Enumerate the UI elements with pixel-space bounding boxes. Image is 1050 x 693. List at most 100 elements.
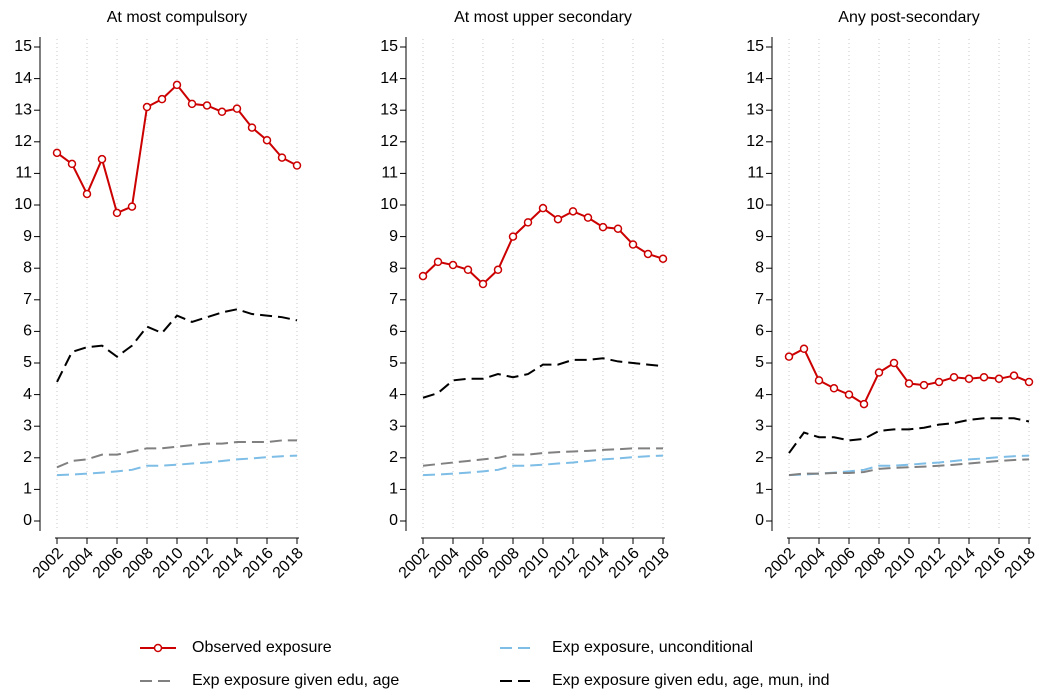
series-line — [56, 439, 297, 469]
series-line — [56, 454, 298, 477]
point — [277, 153, 287, 162]
y-tick-label: 15 — [380, 38, 398, 55]
y-tick-label: 9 — [755, 228, 764, 245]
point — [508, 232, 518, 241]
point — [598, 222, 608, 232]
x-tick-label: 2004 — [792, 545, 829, 582]
x-tick-label: 2008 — [486, 545, 523, 582]
point — [553, 214, 563, 224]
y-tick-label: 1 — [23, 481, 32, 498]
series-line — [788, 454, 1030, 477]
y-tick-label: 6 — [755, 323, 764, 340]
x-tick-label: 2008 — [120, 545, 157, 582]
y-tick-label: 1 — [755, 481, 764, 498]
point — [1024, 377, 1034, 387]
point — [799, 344, 809, 354]
y-tick-label: 14 — [14, 70, 32, 87]
point — [262, 135, 272, 145]
x-tick-label: 2018 — [270, 545, 307, 582]
series-line — [56, 83, 298, 215]
y-tick-label: 11 — [381, 165, 398, 182]
point — [157, 94, 167, 104]
x-tick-label: 2012 — [180, 545, 217, 582]
point — [844, 390, 854, 399]
point — [172, 80, 182, 90]
legend-label: Exp exposure given edu, age — [192, 672, 399, 689]
y-tick-label: 13 — [380, 101, 398, 118]
point — [994, 374, 1004, 384]
y-tick-label: 2 — [755, 449, 764, 466]
point — [463, 265, 473, 275]
point — [97, 154, 107, 164]
y-tick-label: 3 — [23, 417, 32, 434]
x-tick-label: 2016 — [972, 545, 1009, 582]
y-tick-label: 7 — [23, 291, 32, 308]
point — [628, 240, 638, 249]
y-tick-label: 1 — [389, 481, 398, 498]
y-tick-label: 15 — [746, 38, 764, 55]
point — [448, 260, 458, 270]
x-tick-label: 2014 — [210, 545, 247, 582]
panel-title: At most upper secondary — [454, 9, 632, 26]
point — [433, 257, 443, 267]
point — [979, 372, 989, 382]
x-tick-label: 2012 — [912, 545, 949, 582]
x-tick-label: 2002 — [762, 545, 799, 582]
y-tick-label: 12 — [14, 133, 32, 150]
legend-label: Exp exposure, unconditional — [552, 639, 753, 656]
point — [949, 372, 959, 382]
y-tick-label: 15 — [14, 38, 32, 55]
y-tick-label: 4 — [755, 386, 764, 403]
y-tick-label: 6 — [389, 323, 398, 340]
point — [52, 148, 62, 158]
point — [187, 99, 197, 109]
y-tick-label: 0 — [389, 512, 398, 529]
point — [202, 101, 212, 110]
point — [859, 399, 869, 409]
x-tick-label: 2016 — [240, 545, 277, 582]
x-tick-label: 2006 — [456, 545, 493, 582]
point — [247, 123, 257, 132]
point — [643, 249, 653, 259]
x-tick-label: 2014 — [576, 545, 613, 582]
point — [568, 207, 578, 216]
y-tick-label: 10 — [380, 196, 398, 213]
y-tick-label: 5 — [23, 354, 32, 371]
legend-label: Exp exposure given edu, age, mun, ind — [552, 672, 830, 689]
point — [127, 202, 137, 211]
y-tick-label: 7 — [755, 291, 764, 308]
y-tick-label: 3 — [755, 417, 764, 434]
y-tick-label: 13 — [14, 101, 32, 118]
series-line — [788, 458, 1030, 477]
x-tick-label: 2010 — [882, 545, 919, 582]
point — [658, 254, 668, 263]
y-tick-label: 0 — [755, 512, 764, 529]
x-tick-label: 2016 — [606, 545, 643, 582]
y-tick-label: 10 — [746, 196, 764, 213]
point — [292, 161, 302, 170]
y-tick-label: 9 — [23, 228, 32, 245]
point — [523, 218, 533, 227]
point — [583, 213, 593, 222]
y-tick-label: 4 — [23, 386, 32, 403]
point — [1009, 371, 1019, 380]
series-line — [422, 447, 663, 467]
y-tick-label: 2 — [23, 449, 32, 466]
y-tick-label: 10 — [14, 196, 32, 213]
legend-marker — [153, 643, 163, 653]
y-tick-label: 3 — [389, 417, 398, 434]
y-tick-label: 8 — [23, 259, 32, 276]
y-tick-label: 7 — [389, 291, 398, 308]
x-tick-label: 2002 — [30, 545, 67, 582]
x-tick-label: 2010 — [150, 545, 187, 582]
series-line — [422, 357, 664, 399]
x-tick-label: 2004 — [426, 545, 463, 582]
x-tick-label: 2010 — [516, 545, 553, 582]
panel-title: At most compulsory — [107, 9, 247, 26]
point — [142, 102, 152, 112]
point — [964, 374, 974, 384]
x-tick-label: 2018 — [636, 545, 673, 582]
y-tick-label: 11 — [747, 165, 764, 182]
